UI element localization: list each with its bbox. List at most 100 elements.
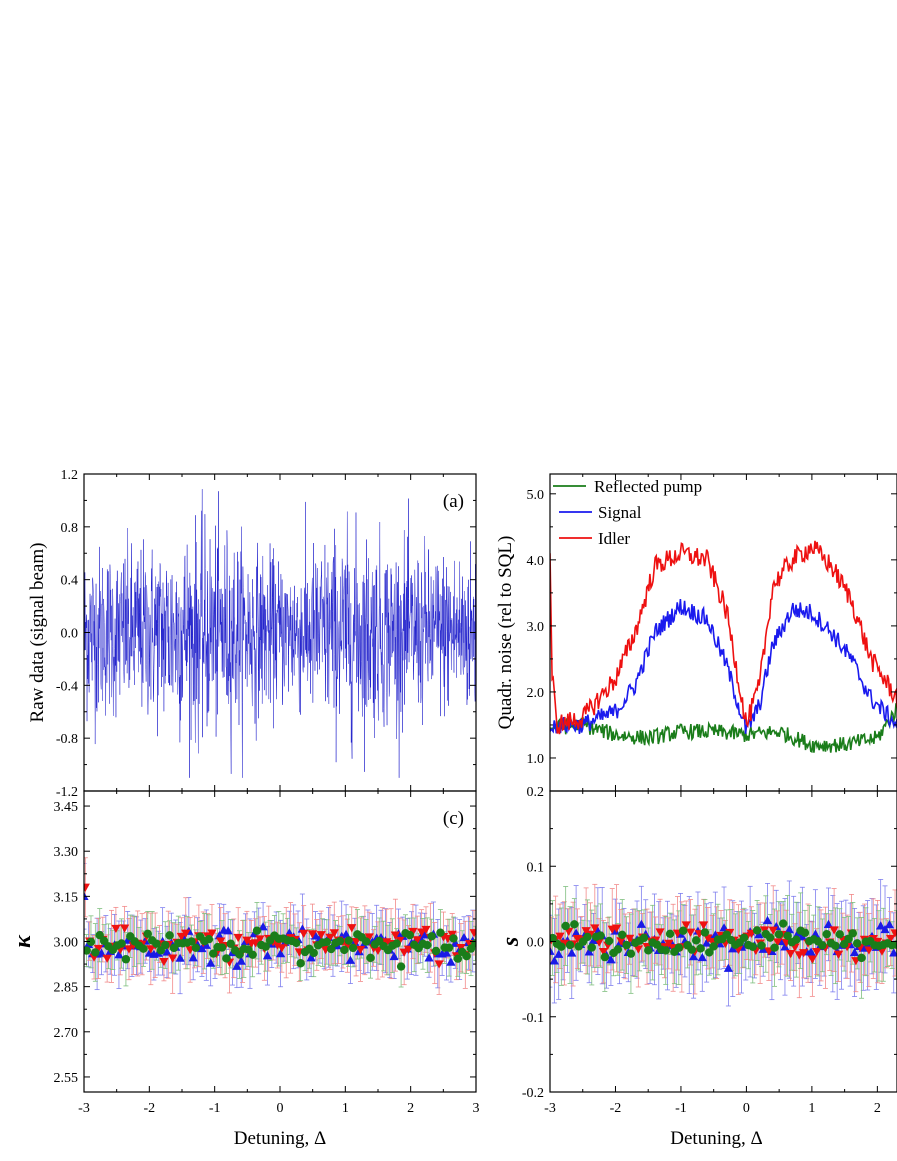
green-circle-point [570,920,579,929]
legend-label: Reflected pump [594,477,702,496]
green-circle-point [462,951,471,961]
green-circle-point [818,941,827,950]
red-down-triangle-point [598,947,609,957]
blue-up-triangle-point [459,932,469,942]
green-circle-point [626,949,636,958]
y-tick-label: -0.4 [56,679,78,694]
red-down-triangle-point [685,928,696,937]
x-tick-label: -3 [544,1101,556,1116]
green-circle-point [361,937,371,946]
green-circle-point [565,940,575,950]
error-bars [84,857,476,995]
red-down-triangle-point [251,939,261,948]
green-circle-point [235,950,244,959]
y-tick-label: 0.1 [527,860,545,875]
green-circle-point [752,926,762,935]
x-tick-label: -1 [209,1101,221,1116]
blue-up-triangle-point [567,948,577,957]
red-down-triangle-point [625,934,635,944]
legend-label: Idler [598,529,630,548]
green-circle-point [91,948,100,957]
red-down-triangle-point [216,937,226,946]
red-down-triangle-point [812,947,822,957]
green-circle-point [604,936,614,946]
red-down-triangle-point [84,883,90,892]
red-down-triangle-point [772,938,783,947]
green-circle-point [596,931,605,940]
red-down-triangle-point [611,924,622,933]
red-down-triangle-point [111,924,121,934]
green-circle-point [86,937,96,947]
green-circle-point [618,930,627,939]
red-down-triangle-point [233,933,243,943]
green-circle-point [187,937,196,946]
y-tick-label: -0.8 [56,732,78,747]
x-tick-label: 2 [874,1101,881,1116]
x-tick-label: 2 [407,1101,414,1116]
green-circle-point [792,935,801,944]
blue-up-triangle-point [780,942,790,951]
blue-up-triangle-point [584,947,594,956]
red-down-triangle-point [403,945,414,954]
raw-data-trace [84,489,476,778]
red-down-triangle-point [581,927,591,936]
green-circle-point [852,939,862,948]
blue-up-triangle-point [275,948,286,958]
y-tick-label: -0.2 [522,1086,544,1101]
x-tick-label: 3 [473,1101,480,1116]
y-tick-label: 0.2 [527,785,545,800]
red-down-triangle-point [277,944,287,953]
blue-up-triangle-point [214,931,225,940]
markers [550,915,897,972]
y-tick-label: 3.45 [54,800,79,815]
green-circle-point [139,944,148,953]
red-down-triangle-point [698,921,709,930]
red-down-triangle-point [555,932,565,941]
markers [84,883,476,971]
panel-a-axes: -1.2 -0.8 -0.4 0.0 0.4 0.8 1.2 Raw data (signal… [27,468,477,800]
green-circle-point [835,930,844,939]
y-tick-label: 2.70 [54,1026,79,1041]
green-circle-point [557,942,566,951]
green-circle-point [587,943,596,952]
blue-up-triangle-point [550,956,559,965]
green-circle-point [800,928,810,937]
y-tick-label: 5.0 [527,488,545,503]
panel-d-axes: -0.2 -0.1 0.0 0.1 0.2 -3 -2 -1 0 1 2 s Detuning, Δ [498,785,897,1149]
panel-a-frame [83,473,477,792]
red-down-triangle-point [364,933,374,942]
blue-up-triangle-point [420,930,430,939]
red-down-triangle-point [833,950,844,959]
green-circle-point [405,930,415,940]
x-tick-label: 1 [342,1101,349,1116]
green-circle-point [757,941,766,950]
blue-up-triangle-point [223,926,233,935]
green-circle-point [561,921,570,931]
green-circle-point [204,934,214,944]
red-down-triangle-point [412,936,422,945]
green-circle-point [687,945,697,954]
red-down-triangle-point [181,929,191,938]
blue-up-triangle-point [762,915,773,925]
red-down-triangle-point [299,929,309,938]
y-axis-title: Raw data (signal beam) [27,543,48,723]
red-down-triangle-point [255,935,265,944]
green-circle-point [165,931,174,940]
blue-up-triangle-point [697,952,707,962]
red-down-triangle-point [146,945,156,954]
green-circle-point [705,948,714,957]
blue-up-triangle-point [884,919,894,929]
red-down-triangle-point [242,936,252,945]
y-tick-label: 1.2 [61,468,79,483]
blue-up-triangle-point [784,924,794,934]
green-circle-point [748,942,757,951]
green-circle-point [248,950,257,959]
green-circle-point [639,933,649,943]
y-tick-label: -1.2 [56,785,78,800]
green-circle-point [822,929,831,939]
red-down-triangle-point [681,921,691,930]
green-circle-point [392,939,401,948]
red-down-triangle-point [633,945,643,954]
red-down-triangle-point [590,924,600,933]
